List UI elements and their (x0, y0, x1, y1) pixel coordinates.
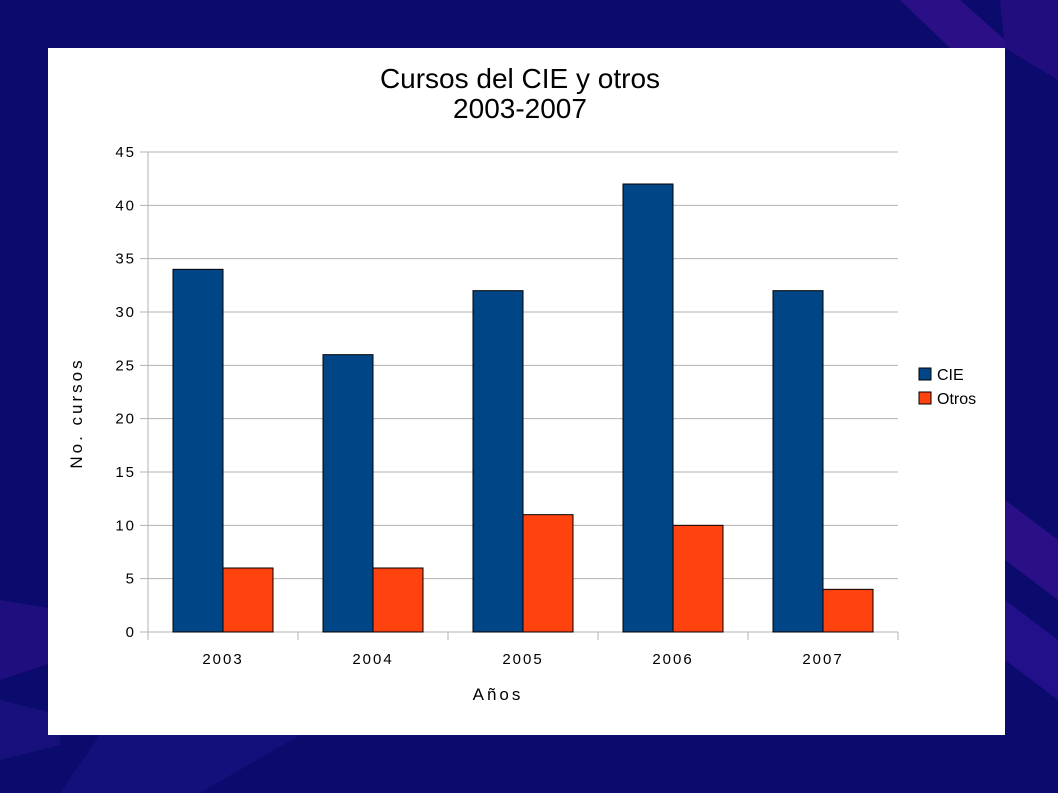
bar-cie-2003 (172, 268, 224, 633)
stripe-top-1 (900, 0, 1005, 48)
bar-cie-2007 (772, 290, 824, 633)
y-tick-label-5: 5 (126, 571, 136, 588)
x-tick-label-2003: 2003 (202, 651, 243, 668)
bar-cie-2006 (622, 183, 674, 633)
y-tick-label-25: 25 (115, 357, 136, 374)
x-tick-label-2006: 2006 (652, 651, 693, 668)
stripe-bottom-1 (60, 735, 300, 793)
y-tick-label-15: 15 (115, 464, 136, 481)
legend-label-cie: CIE (937, 367, 964, 384)
legend-swatch-otros (918, 391, 932, 405)
chart-title-line-2: 2003-2007 (453, 93, 587, 124)
legend: CIE Otros (918, 367, 976, 408)
x-tick-label-2005: 2005 (502, 651, 543, 668)
x-tick-labels: 2003 2004 2005 2006 2007 (202, 651, 843, 668)
legend-label-otros: Otros (937, 391, 976, 408)
y-tick-label-35: 35 (115, 251, 136, 268)
stripe-right-1 (1005, 500, 1058, 600)
legend-swatch-cie (918, 367, 932, 381)
chart-title-line-1: Cursos del CIE y otros (380, 63, 660, 94)
y-tick-label-20: 20 (115, 411, 136, 428)
bar-otros-2006 (672, 524, 724, 633)
bar-cie-2004 (322, 354, 374, 633)
y-tick-label-0: 0 (126, 624, 136, 641)
bars (172, 183, 874, 633)
x-tick-label-2004: 2004 (352, 651, 393, 668)
y-tick-label-10: 10 (115, 517, 136, 534)
chart-card: Cursos del CIE y otros 2003-2007 0 5 10 15 2… (48, 48, 1005, 735)
stripe-top-2 (1000, 0, 1058, 80)
bar-otros-2004 (372, 567, 424, 633)
bar-cie-2005 (472, 290, 524, 633)
y-tick-label-45: 45 (115, 144, 136, 161)
y-tick-labels: 0 5 10 15 20 25 30 35 40 45 (115, 144, 136, 641)
stripe-right-2 (1005, 600, 1058, 700)
stripe-left-2 (0, 700, 60, 760)
y-tick-label-30: 30 (115, 304, 136, 321)
x-axis-title: Años (473, 685, 524, 704)
bar-otros-2007 (822, 588, 874, 633)
y-axis-title: No. cursos (67, 357, 86, 468)
y-tick-label-40: 40 (115, 197, 136, 214)
bar-chart: Cursos del CIE y otros 2003-2007 0 5 10 15 2… (67, 63, 976, 704)
bar-otros-2003 (222, 567, 274, 633)
stripe-left-1 (0, 600, 60, 680)
bar-otros-2005 (522, 514, 574, 633)
x-tick-label-2007: 2007 (802, 651, 843, 668)
